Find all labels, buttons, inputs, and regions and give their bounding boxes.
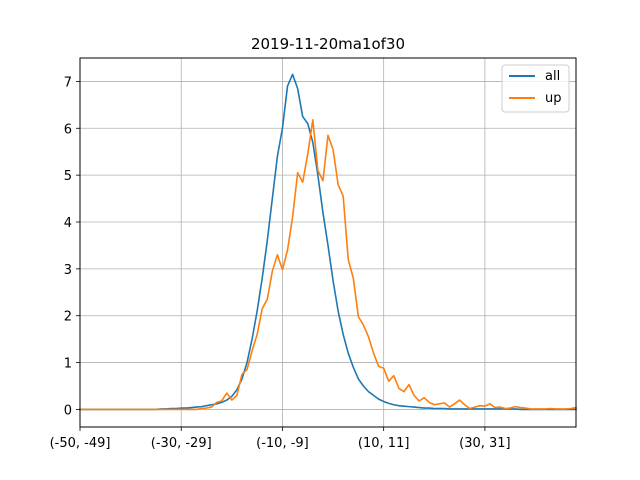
y-tick-label: 5 [64,169,72,184]
chart-title: 2019-11-20ma1of30 [251,35,405,53]
x-axis: (-50, -49] (-30, -29] (-10, -9] (10, 11] (30… [50,427,511,451]
y-tick-label: 1 [64,357,72,372]
y-axis: 0 1 2 3 4 5 6 7 [64,75,80,418]
y-tick-label: 7 [64,75,72,90]
x-tick-label: (-50, -49] [50,436,111,451]
series-layer [79,73,577,411]
legend: all up [501,64,570,113]
series-line-up [79,119,577,411]
x-tick-label: (10, 11] [358,436,410,451]
plot-frame [79,57,577,428]
y-tick-label: 3 [64,263,72,278]
x-tick-label: (-30, -29] [151,436,212,451]
y-tick-label: 6 [64,122,72,137]
grid-lines [79,58,576,427]
y-tick-label: 2 [64,310,72,325]
legend-label-all: all [545,69,560,84]
x-tick-label: (-10, -9] [256,436,309,451]
legend-label-up: up [545,91,562,106]
y-tick-label: 0 [64,403,72,418]
y-tick-label: 4 [64,216,72,231]
x-tick-label: (30, 31] [459,436,511,451]
